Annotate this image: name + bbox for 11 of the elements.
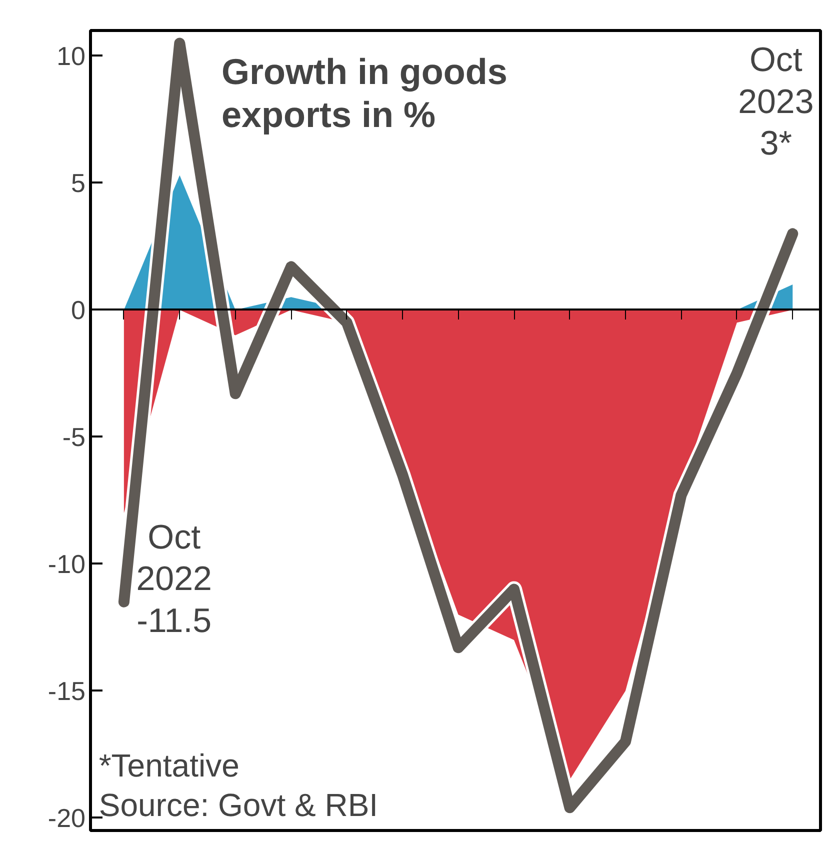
y-tick-label: 10	[56, 40, 86, 71]
annotation: Oct 2022 -11.5	[136, 518, 212, 640]
y-tick-label: -20	[48, 802, 86, 833]
y-tick-label: -10	[48, 548, 86, 579]
y-tick-label: -5	[62, 422, 86, 452]
text: Growth in goods exports in %	[221, 50, 508, 135]
y-tick-label: 5	[71, 168, 86, 198]
y-tick-label: -15	[48, 676, 86, 706]
annotation: *Tentative Source: Govt & RBI	[98, 747, 378, 823]
annotation: Oct 2023 3*	[738, 40, 814, 163]
y-tick-label: 0	[71, 294, 86, 325]
